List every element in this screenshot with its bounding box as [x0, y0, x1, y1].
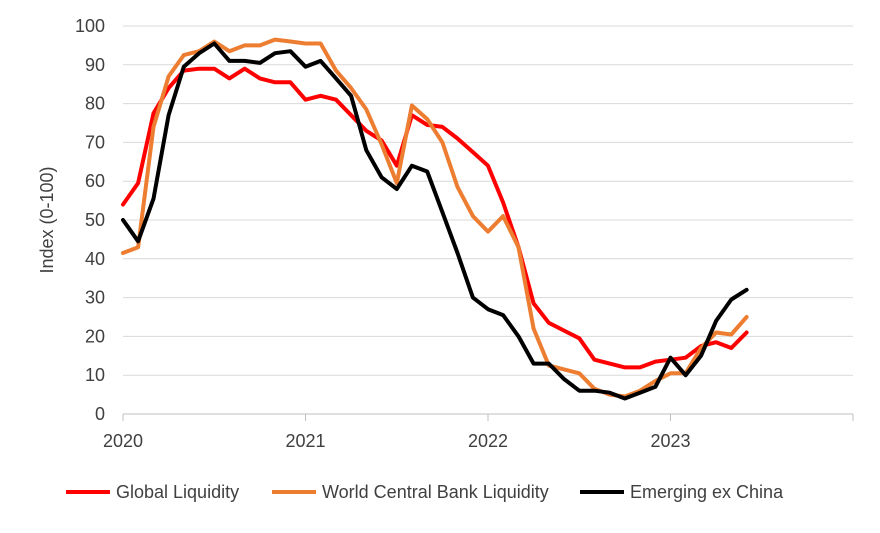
y-tick-label: 50: [85, 210, 105, 230]
series-line-2: [121, 37, 749, 399]
x-tick-label: 2021: [285, 431, 325, 451]
x-tick-label: 2023: [650, 431, 690, 451]
y-tick-label: 0: [95, 404, 105, 424]
legend-label: Global Liquidity: [116, 482, 239, 502]
y-tick-label: 10: [85, 365, 105, 385]
gridlines: [123, 25, 853, 376]
y-tick-label: 100: [75, 16, 105, 36]
x-tick-label: 2020: [103, 431, 143, 451]
series-line-3: [121, 41, 749, 401]
y-tick-label: 70: [85, 132, 105, 152]
y-tick-label: 40: [85, 249, 105, 269]
y-tick-label: 80: [85, 94, 105, 114]
y-axis-title: Index (0-100): [37, 166, 57, 273]
x-tick-label: 2022: [468, 431, 508, 451]
legend: Global Liquidity World Central Bank Liqui…: [66, 482, 784, 502]
x-tick-labels: 2020 2021 2022 2023: [103, 431, 691, 451]
series-lines: [121, 37, 749, 401]
legend-label: Emerging ex China: [630, 482, 784, 502]
axes: [122, 413, 854, 421]
y-tick-labels: 0 10 20 30 40 50 60 70 80 90 100: [75, 16, 105, 424]
legend-label: World Central Bank Liquidity: [322, 482, 549, 502]
series-line-1: [121, 66, 749, 370]
y-tick-label: 30: [85, 288, 105, 308]
y-tick-label: 90: [85, 55, 105, 75]
y-tick-label: 20: [85, 326, 105, 346]
y-tick-label: 60: [85, 171, 105, 191]
